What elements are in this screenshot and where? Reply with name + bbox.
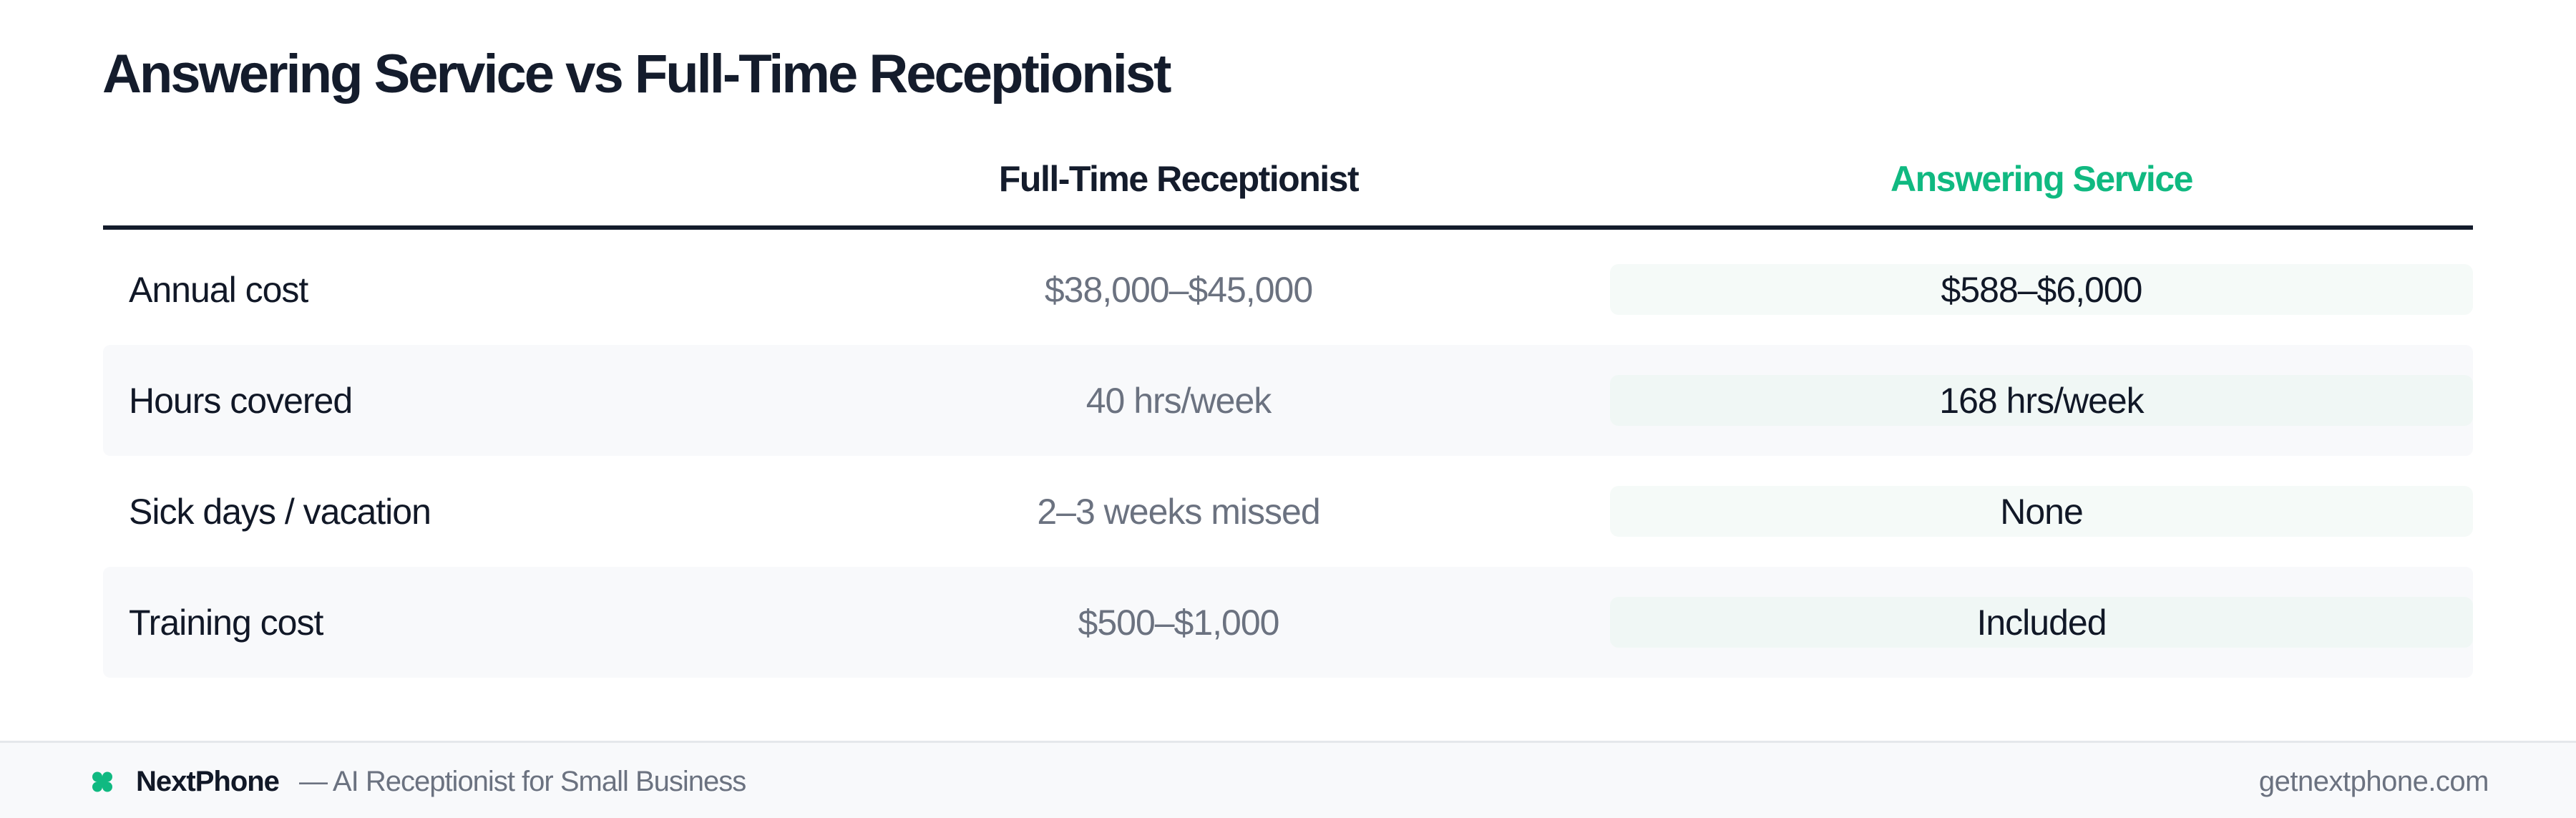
row-label: Hours covered: [129, 380, 353, 421]
service-value: 168 hrs/week: [1939, 380, 2144, 421]
clover-logo-icon: [92, 771, 113, 792]
page-title: Answering Service vs Full-Time Reception…: [102, 44, 1171, 104]
service-value: Included: [1976, 602, 2107, 643]
column-header-answering-service: Answering Service: [1890, 159, 2193, 199]
highlight-cell-bg: [1610, 375, 2473, 426]
brand-tagline: — AI Receptionist for Small Business: [299, 766, 746, 797]
table-row: Hours covered 40 hrs/week 168 hrs/week: [103, 345, 2473, 456]
highlight-cell-bg: [1610, 264, 2473, 315]
receptionist-value: 2–3 weeks missed: [1037, 491, 1320, 532]
table-row: Annual cost $38,000–$45,000 $588–$6,000: [103, 234, 2473, 345]
column-header-receptionist: Full-Time Receptionist: [998, 159, 1360, 199]
highlight-cell-bg: [1610, 486, 2473, 537]
row-label: Sick days / vacation: [129, 491, 431, 532]
service-value: $588–$6,000: [1941, 269, 2143, 310]
table-header: Full-Time Receptionist Answering Service: [103, 143, 2473, 230]
table-row: Sick days / vacation 2–3 weeks missed No…: [103, 456, 2473, 567]
brand-name: NextPhone: [136, 766, 280, 797]
website-link[interactable]: getnextphone.com: [2258, 766, 2489, 797]
row-label: Annual cost: [129, 269, 308, 310]
table-row: Training cost $500–$1,000 Included: [103, 567, 2473, 678]
receptionist-value: 40 hrs/week: [1085, 380, 1272, 421]
service-value: None: [2000, 491, 2084, 532]
footer: NextPhone — AI Receptionist for Small Bu…: [0, 741, 2576, 818]
highlight-cell-bg: [1610, 597, 2473, 648]
row-label: Training cost: [129, 602, 323, 643]
receptionist-value: $38,000–$45,000: [1044, 269, 1313, 310]
receptionist-value: $500–$1,000: [1078, 602, 1280, 643]
